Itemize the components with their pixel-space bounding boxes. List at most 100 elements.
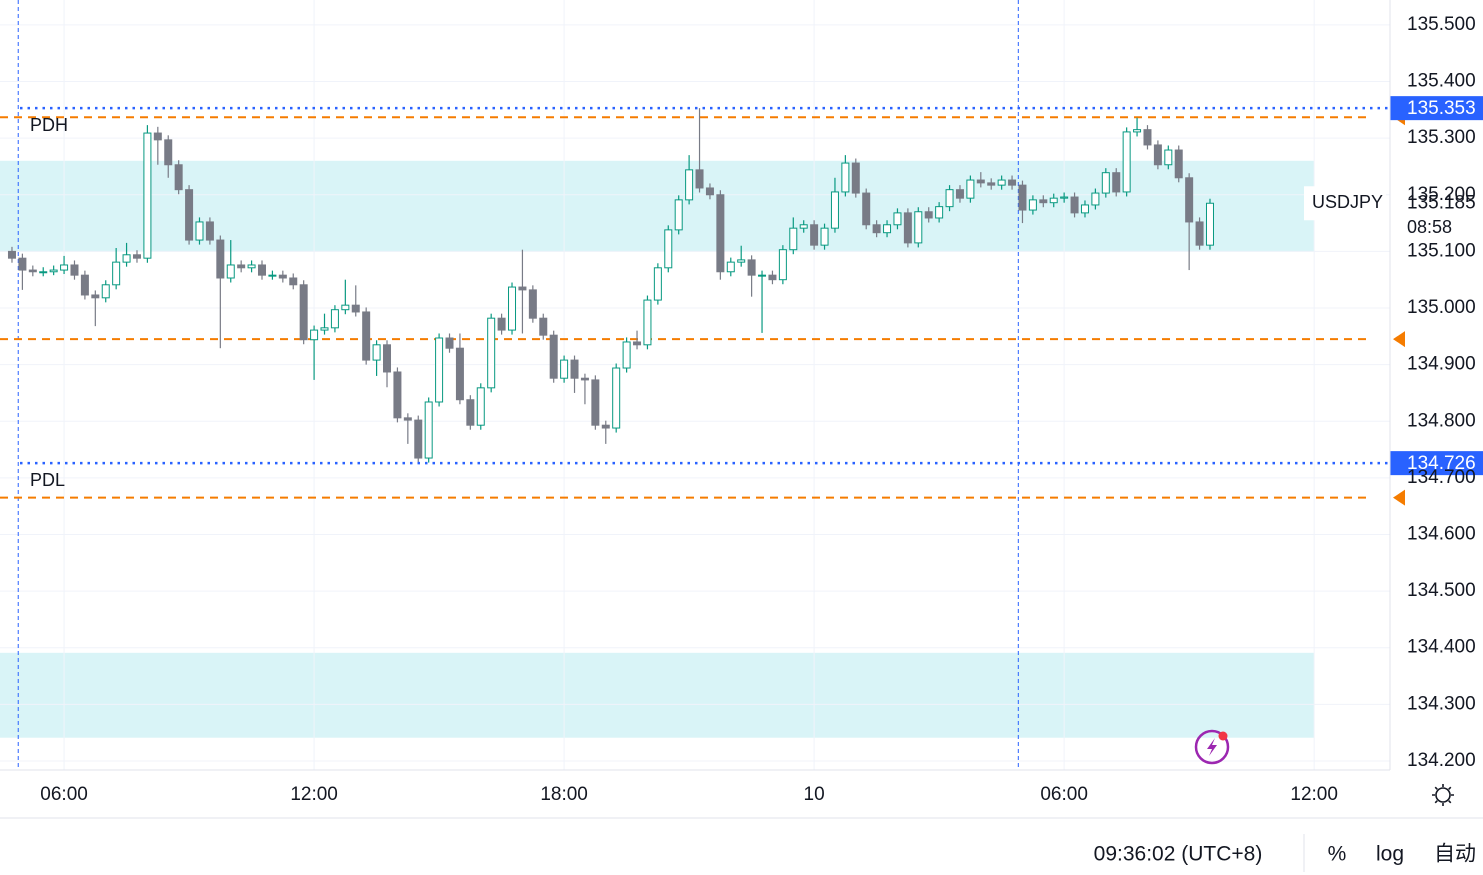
settings-icon[interactable] bbox=[1432, 784, 1454, 806]
candle-body bbox=[737, 259, 746, 263]
candle-body bbox=[914, 211, 923, 244]
candle-body bbox=[383, 344, 392, 373]
candle-body bbox=[549, 334, 558, 379]
candle-body bbox=[591, 379, 600, 426]
candle-body bbox=[695, 169, 704, 189]
candle-body bbox=[560, 359, 569, 379]
candle-body bbox=[643, 299, 652, 346]
candle-body bbox=[330, 309, 339, 329]
countdown: 08:58 bbox=[1407, 217, 1452, 237]
candle-body bbox=[1185, 177, 1194, 223]
candle-body bbox=[497, 317, 506, 331]
candle-body bbox=[143, 132, 152, 259]
candle-body bbox=[612, 367, 621, 429]
log-button[interactable]: log bbox=[1376, 843, 1404, 866]
alert-marker bbox=[1393, 489, 1405, 506]
y-tick-label: 134.500 bbox=[1407, 580, 1476, 601]
auto-button[interactable]: 自动 bbox=[1434, 843, 1476, 866]
candle-body bbox=[289, 277, 298, 286]
candle-body bbox=[487, 317, 496, 389]
candle-body bbox=[518, 286, 527, 291]
candle-body bbox=[310, 329, 319, 341]
candle-body bbox=[70, 264, 79, 276]
percent-button[interactable]: % bbox=[1328, 843, 1347, 866]
candle-body bbox=[987, 182, 996, 186]
alert-ring bbox=[1194, 729, 1230, 765]
candle-body bbox=[778, 249, 787, 281]
candle-body bbox=[1080, 204, 1089, 214]
y-tick-label: 135.200 bbox=[1407, 184, 1476, 205]
candle-body bbox=[393, 371, 402, 419]
x-tick-label: 18:00 bbox=[540, 784, 588, 805]
candle-body bbox=[810, 224, 819, 246]
level-price-box bbox=[1390, 451, 1483, 476]
candle-body bbox=[91, 294, 100, 299]
candle-body bbox=[112, 261, 121, 286]
y-tick-label: 134.400 bbox=[1407, 637, 1476, 658]
candle-body bbox=[80, 274, 89, 296]
x-tick-label: 06:00 bbox=[40, 784, 88, 805]
candle-body bbox=[435, 337, 444, 403]
candle-body bbox=[976, 179, 985, 184]
candle-body bbox=[601, 424, 610, 429]
candle-body bbox=[799, 224, 808, 229]
candle-body bbox=[476, 387, 485, 426]
candle-body bbox=[18, 257, 27, 271]
candle-body bbox=[153, 132, 162, 141]
candle-body bbox=[362, 311, 371, 361]
candle-body bbox=[205, 221, 214, 241]
level-label: PDL bbox=[30, 470, 65, 490]
candle-body bbox=[862, 192, 871, 226]
candle-body bbox=[49, 269, 58, 273]
candle-body bbox=[789, 227, 798, 251]
symbol-label: USDJPY bbox=[1312, 192, 1383, 212]
candle-body bbox=[580, 377, 589, 381]
y-tick-label: 135.500 bbox=[1407, 14, 1476, 35]
candle-body bbox=[455, 347, 464, 401]
candle-body bbox=[820, 227, 829, 246]
candle-body bbox=[841, 162, 850, 193]
alert-marker bbox=[1393, 331, 1405, 348]
candle-body bbox=[1049, 197, 1058, 204]
candle-body bbox=[747, 259, 756, 276]
candle-body bbox=[883, 224, 892, 234]
alert-icon[interactable] bbox=[1194, 729, 1230, 765]
candle-body bbox=[320, 327, 329, 331]
candle-body bbox=[257, 264, 266, 276]
candle-body bbox=[185, 189, 194, 241]
candle-body bbox=[924, 211, 933, 219]
candle-body bbox=[247, 264, 256, 269]
alert-dot bbox=[1218, 731, 1228, 741]
y-tick-label: 134.700 bbox=[1407, 467, 1476, 488]
candle-body bbox=[195, 221, 204, 241]
x-tick-label: 06:00 bbox=[1040, 784, 1088, 805]
candle-body bbox=[1153, 144, 1162, 166]
y-tick-label: 134.600 bbox=[1407, 523, 1476, 544]
candle-body bbox=[768, 274, 777, 281]
level-price-label: 135.353 bbox=[1407, 98, 1476, 119]
level-label: PDH bbox=[30, 115, 68, 135]
y-tick-label: 135.100 bbox=[1407, 240, 1476, 261]
bolt bbox=[1207, 738, 1217, 756]
candle-body bbox=[633, 341, 642, 346]
y-tick-label: 134.300 bbox=[1407, 693, 1476, 714]
x-tick-label: 10 bbox=[804, 784, 825, 805]
candle-body bbox=[674, 199, 683, 231]
candle-body bbox=[528, 289, 537, 319]
candle-body bbox=[1195, 221, 1204, 246]
candle-body bbox=[122, 254, 131, 263]
candle-body bbox=[851, 162, 860, 194]
candle-body bbox=[39, 271, 48, 274]
candle-body bbox=[414, 419, 423, 459]
candle-body bbox=[1070, 196, 1079, 214]
candle-body bbox=[1028, 199, 1037, 211]
candle-body bbox=[966, 179, 975, 199]
candle-body bbox=[726, 261, 735, 273]
candle-body bbox=[1008, 179, 1017, 186]
level-price-label: 134.726 bbox=[1407, 453, 1476, 474]
candle-body bbox=[1205, 202, 1214, 246]
candle-body bbox=[132, 254, 141, 259]
candle-body bbox=[1164, 149, 1173, 166]
x-tick-label: 12:00 bbox=[290, 784, 338, 805]
